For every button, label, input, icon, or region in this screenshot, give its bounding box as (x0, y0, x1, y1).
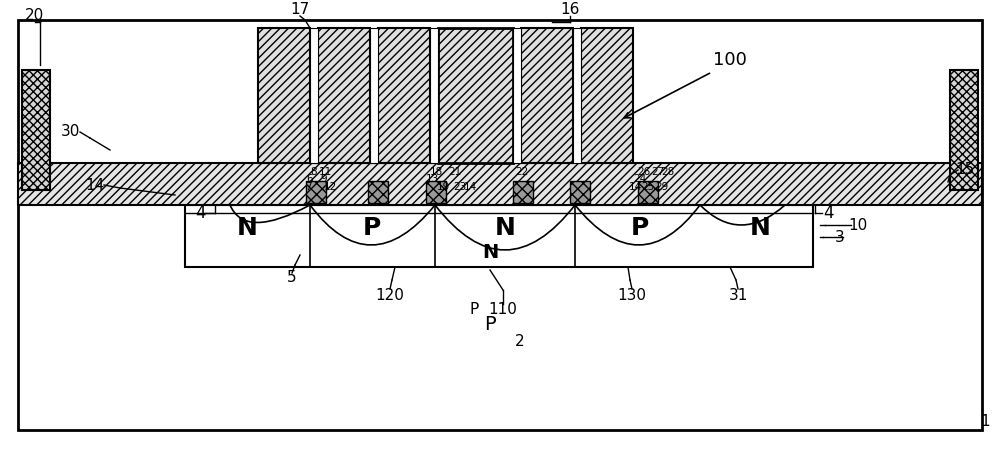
Bar (306, 181, 326, 203)
Text: 27: 27 (651, 167, 665, 177)
Text: 7: 7 (305, 182, 311, 192)
Text: N: N (237, 216, 257, 240)
Text: 4: 4 (195, 204, 205, 222)
Bar (513, 28, 521, 163)
Text: 13: 13 (425, 174, 439, 184)
Text: 18: 18 (429, 167, 443, 177)
Text: 30: 30 (60, 125, 80, 140)
Text: 22: 22 (515, 167, 529, 177)
Text: P: P (484, 315, 496, 334)
Bar (581, 28, 633, 163)
Bar (370, 28, 378, 163)
Text: 26: 26 (637, 167, 651, 177)
Text: 120: 120 (376, 288, 404, 302)
Text: 5: 5 (287, 270, 297, 285)
Text: 19: 19 (436, 182, 450, 192)
Text: 21: 21 (448, 167, 462, 177)
Bar (310, 28, 318, 163)
Bar (570, 181, 590, 203)
Text: N: N (495, 216, 515, 240)
Text: P: P (363, 216, 381, 240)
Text: 17: 17 (290, 3, 310, 18)
Text: P: P (469, 302, 479, 318)
Bar (426, 181, 446, 203)
Bar (438, 28, 513, 163)
Text: 23: 23 (453, 182, 467, 192)
Bar (258, 28, 310, 163)
Text: 31: 31 (728, 288, 748, 302)
Text: 2: 2 (515, 334, 525, 350)
Text: 11: 11 (318, 167, 332, 177)
Text: 110: 110 (489, 302, 517, 318)
Bar (22, 70, 50, 190)
Text: 25: 25 (641, 182, 655, 192)
Text: 3: 3 (835, 230, 845, 244)
Bar (430, 28, 438, 163)
Bar (513, 181, 533, 203)
Text: 14: 14 (85, 177, 105, 193)
Text: 9: 9 (321, 174, 327, 184)
Bar (18, 163, 982, 205)
Text: 14: 14 (628, 182, 642, 192)
Text: 1: 1 (980, 414, 990, 429)
Bar (318, 28, 370, 163)
Text: 15: 15 (955, 162, 975, 177)
Text: 6: 6 (307, 174, 313, 184)
Bar (950, 70, 978, 190)
Text: 20: 20 (25, 8, 45, 22)
Bar (521, 28, 573, 163)
Text: 100: 100 (713, 51, 747, 69)
Bar (368, 181, 388, 203)
Text: 130: 130 (618, 288, 646, 302)
Text: P: P (631, 216, 649, 240)
Text: 28: 28 (661, 167, 675, 177)
Text: 4: 4 (823, 204, 833, 222)
Bar (185, 205, 813, 267)
Bar (378, 28, 430, 163)
Text: 8: 8 (311, 167, 317, 177)
Bar (638, 181, 658, 203)
Text: 24: 24 (633, 174, 647, 184)
Text: 12: 12 (323, 182, 337, 192)
Bar (573, 28, 581, 163)
Text: N: N (750, 216, 770, 240)
Text: 14: 14 (463, 182, 477, 192)
Text: 29: 29 (655, 182, 669, 192)
Text: N: N (482, 243, 498, 262)
Text: 10: 10 (848, 217, 868, 233)
Text: 16: 16 (560, 3, 580, 18)
